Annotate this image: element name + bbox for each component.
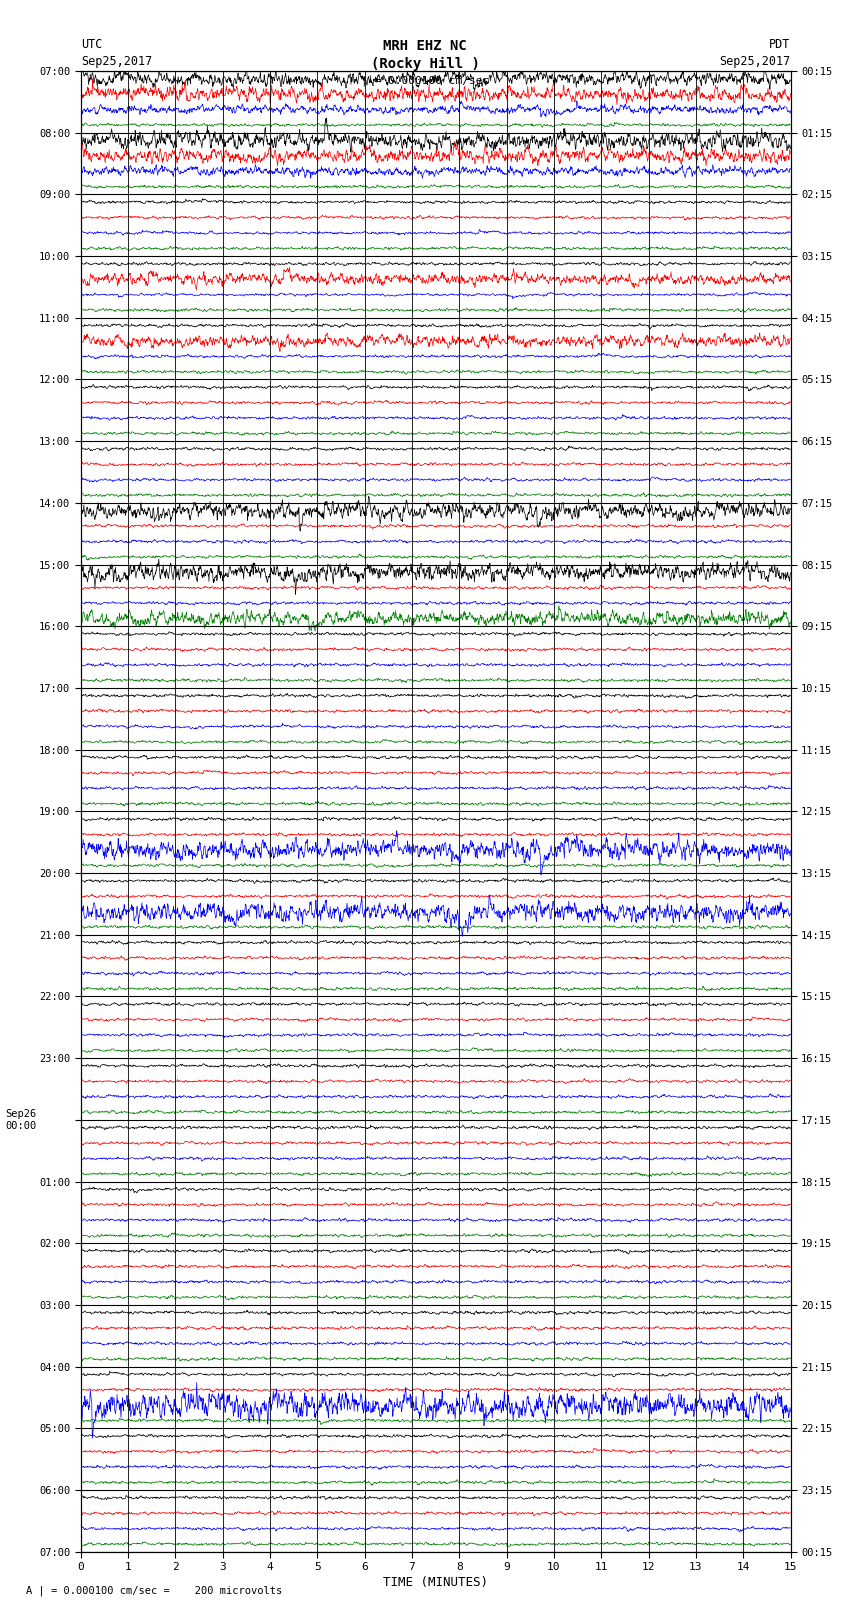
Text: PDT: PDT xyxy=(769,39,790,52)
Text: UTC: UTC xyxy=(81,39,102,52)
Text: (Rocky Hill ): (Rocky Hill ) xyxy=(371,56,479,71)
Text: Sep25,2017: Sep25,2017 xyxy=(719,55,791,68)
Text: MRH EHZ NC: MRH EHZ NC xyxy=(383,39,467,53)
X-axis label: TIME (MINUTES): TIME (MINUTES) xyxy=(383,1576,488,1589)
Text: Sep26
00:00: Sep26 00:00 xyxy=(5,1110,37,1131)
Text: A | = 0.000100 cm/sec =    200 microvolts: A | = 0.000100 cm/sec = 200 microvolts xyxy=(26,1586,281,1597)
Text: Sep25,2017: Sep25,2017 xyxy=(81,55,152,68)
Text: | = 0.000100 cm/sec: | = 0.000100 cm/sec xyxy=(361,76,489,87)
